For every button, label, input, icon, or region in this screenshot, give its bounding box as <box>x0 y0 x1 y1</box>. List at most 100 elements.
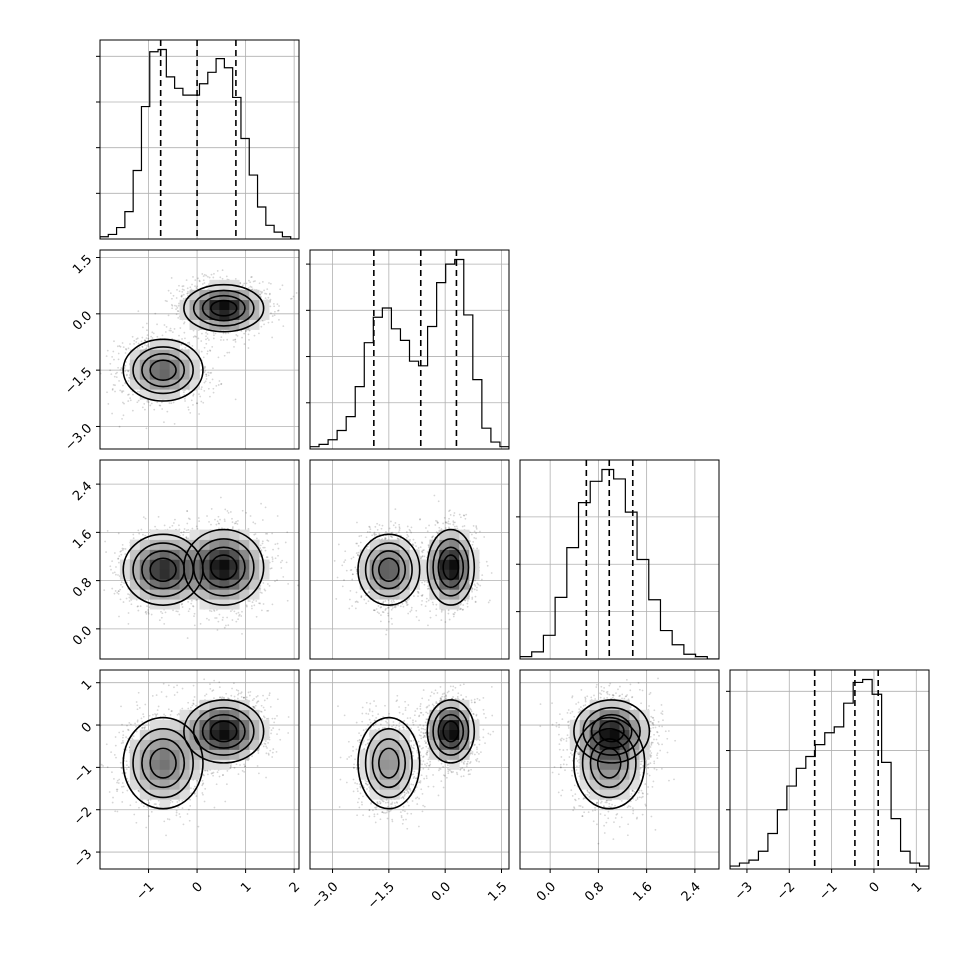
scatter-point <box>139 605 142 608</box>
scatter-point <box>109 369 112 372</box>
scatter-point <box>131 335 134 338</box>
scatter-point <box>234 338 237 341</box>
scatter-point <box>133 339 136 342</box>
scatter-point <box>118 555 121 558</box>
scatter-point <box>273 310 276 313</box>
scatter-point <box>273 305 276 308</box>
scatter-point <box>185 529 188 532</box>
scatter-point <box>113 552 116 554</box>
scatter-point <box>240 330 243 332</box>
scatter-point <box>233 610 236 613</box>
scatter-point <box>137 605 139 608</box>
scatter-point <box>289 297 292 300</box>
density-cell <box>189 349 200 360</box>
scatter-point <box>219 339 222 341</box>
scatter-point <box>178 290 181 293</box>
scatter-point <box>147 612 150 615</box>
scatter-point <box>183 397 186 400</box>
scatter-point <box>127 622 130 625</box>
scatter-point <box>111 387 114 390</box>
scatter-point <box>121 586 124 588</box>
scatter-point <box>205 373 207 376</box>
scatter-point <box>132 393 134 396</box>
scatter-point <box>187 600 190 603</box>
density-cell <box>249 289 260 301</box>
scatter-point <box>269 292 271 295</box>
scatter-point <box>183 389 186 392</box>
scatter-point <box>201 332 203 335</box>
scatter-point <box>234 340 237 343</box>
scatter-point <box>245 604 248 607</box>
scatter-point <box>185 279 188 282</box>
scatter-point <box>181 288 184 291</box>
scatter-point <box>166 300 168 303</box>
scatter-point <box>145 610 147 613</box>
scatter-point <box>181 290 184 293</box>
scatter-point <box>217 515 220 518</box>
density-cell <box>149 369 160 380</box>
density-cell <box>209 299 220 310</box>
scatter-point <box>122 414 125 417</box>
scatter-point <box>119 345 122 348</box>
scatter-point <box>261 280 264 283</box>
scatter-point <box>128 376 131 379</box>
scatter-point <box>220 336 223 339</box>
scatter-point <box>251 288 254 291</box>
scatter-point <box>167 314 170 317</box>
scatter-point <box>196 402 198 405</box>
scatter-point <box>271 556 274 559</box>
scatter-point <box>248 279 250 282</box>
scatter-point <box>270 312 272 315</box>
density-cell <box>159 379 170 390</box>
scatter-point <box>249 285 252 288</box>
scatter-point <box>156 323 158 326</box>
scatter-point <box>201 273 204 275</box>
scatter-point <box>254 280 256 282</box>
scatter-point <box>243 343 246 345</box>
scatter-point <box>261 519 264 521</box>
scatter-point <box>123 367 126 369</box>
scatter-point <box>223 626 226 629</box>
scatter-point <box>214 617 217 619</box>
scatter-point <box>206 350 209 353</box>
scatter-point <box>137 529 140 532</box>
scatter-point <box>193 612 196 615</box>
scatter-point <box>235 620 238 623</box>
scatter-point <box>187 528 190 531</box>
scatter-point <box>120 367 123 369</box>
panel-frame <box>309 249 510 450</box>
scatter-point <box>267 296 270 299</box>
scatter-point <box>245 282 248 285</box>
scatter-point <box>265 292 268 295</box>
scatter-point <box>251 601 254 604</box>
scatter-point <box>165 325 168 328</box>
scatter-point <box>195 287 198 289</box>
scatter-point <box>145 347 148 349</box>
scatter-point <box>149 404 152 407</box>
scatter-point <box>125 348 127 350</box>
scatter-point <box>276 515 279 517</box>
scatter-point <box>120 583 122 586</box>
scatter-point <box>191 283 193 286</box>
scatter-point <box>198 393 200 396</box>
density-cell <box>149 389 160 400</box>
scatter-point <box>205 375 208 378</box>
scatter-point <box>268 585 271 587</box>
scatter-point <box>222 616 224 619</box>
density-cell <box>249 309 260 320</box>
scatter-point <box>141 345 144 348</box>
scatter-point <box>175 610 178 613</box>
scatter-point <box>251 276 253 278</box>
density-cell <box>199 299 210 310</box>
scatter-point <box>255 537 258 540</box>
scatter-point <box>112 383 115 386</box>
density-cell <box>219 319 230 330</box>
scatter-point <box>238 614 240 617</box>
scatter-point <box>192 276 194 278</box>
scatter-point <box>254 522 257 525</box>
density-cell <box>129 379 141 390</box>
scatter-point <box>286 531 289 534</box>
scatter-point <box>196 402 198 405</box>
scatter-point <box>218 613 221 616</box>
